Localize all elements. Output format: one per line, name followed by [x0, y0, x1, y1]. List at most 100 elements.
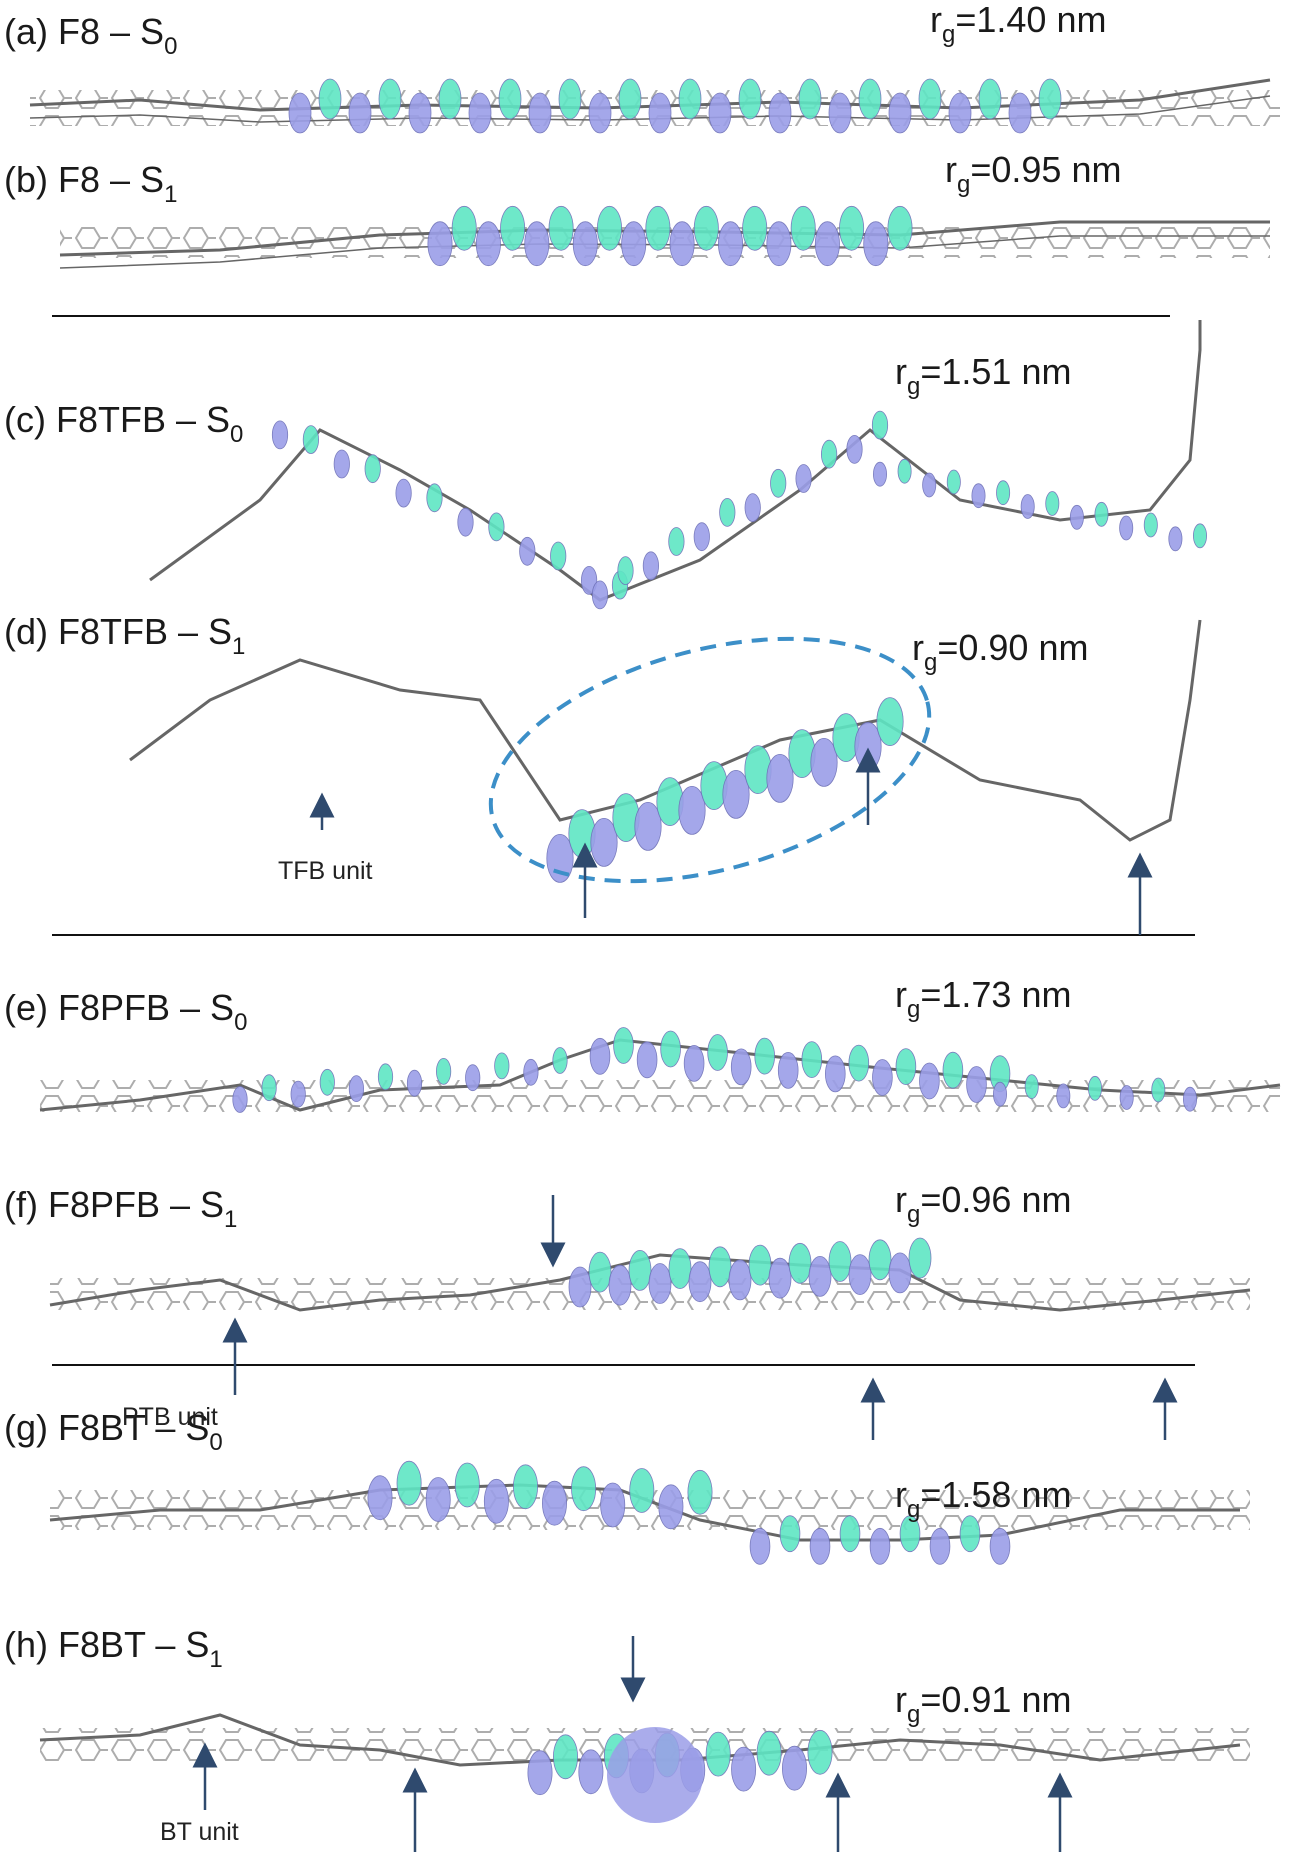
- panel-label-f: (f) F8PFB – S1: [4, 1184, 238, 1234]
- orbital-lobe: [475, 221, 501, 267]
- orbital-lobe: [798, 78, 822, 120]
- panel-label-a: (a) F8 – S0: [4, 11, 178, 61]
- unit-arrows: [192, 747, 1178, 1852]
- orbital-lobe: [290, 1080, 306, 1108]
- orbital-lobe: [722, 770, 750, 819]
- orbital-lobe: [408, 92, 432, 134]
- orbital-lobe: [693, 205, 719, 251]
- orbital-lobe: [629, 1468, 655, 1513]
- orbital-lobe: [814, 221, 840, 267]
- orbital-lobe: [705, 1731, 731, 1777]
- orbital-lobe: [777, 1052, 799, 1089]
- orbital-lobe: [552, 1047, 568, 1074]
- orbital-lobe: [498, 78, 522, 120]
- orbital-lobe: [660, 1030, 681, 1068]
- orbital-lobe: [1143, 512, 1158, 538]
- panel-label-g: (g) F8BT – S0: [4, 1407, 223, 1457]
- orbital-lobe: [868, 1239, 892, 1281]
- orbital-lobe: [568, 1266, 592, 1308]
- orbital-lobe: [719, 498, 736, 527]
- orbital-lobe: [782, 1745, 808, 1791]
- rg-h: rg=0.91 nm: [895, 1679, 1072, 1729]
- orbital-lobe: [1069, 504, 1084, 530]
- orbital-lobe: [897, 458, 912, 484]
- panel-label-e: (e) F8PFB – S0: [4, 987, 248, 1037]
- orbital-lobe: [918, 78, 942, 120]
- orbital-lobe: [580, 566, 598, 595]
- orbital-lobe: [571, 1466, 597, 1512]
- rg-c: rg=1.51 nm: [895, 351, 1072, 401]
- orbital-lobe: [790, 205, 816, 251]
- orbital-lobe: [465, 1064, 481, 1092]
- orbital-lobe: [946, 469, 961, 495]
- orbital-lobe: [908, 1237, 932, 1279]
- orbital-lobe: [687, 1469, 713, 1515]
- localization-ellipse: [488, 636, 932, 884]
- orbital-lobe: [457, 507, 474, 537]
- backbone-c: [149, 320, 1202, 602]
- orbital-lobe: [377, 1063, 394, 1091]
- orbital-lobe: [971, 483, 986, 509]
- orbital-lobe: [888, 1252, 912, 1294]
- orbital-lobe: [1045, 491, 1060, 516]
- orbital-lobe: [578, 1749, 604, 1795]
- orbital-lobe: [738, 78, 762, 120]
- orbital-lobe: [483, 1478, 509, 1524]
- orbital-lobe: [438, 78, 462, 120]
- orbital-lobe: [451, 205, 477, 251]
- orbital-lobe: [871, 410, 889, 440]
- orbital-lobe: [318, 78, 342, 120]
- orbital-lobe: [600, 1482, 626, 1528]
- orbital-lobe: [523, 1058, 539, 1086]
- orbital-lobe: [996, 480, 1011, 506]
- orbital-lobe: [642, 551, 660, 581]
- orbital-lobe: [550, 541, 567, 571]
- orbital-lobe: [427, 221, 453, 267]
- orbital-lobe: [617, 556, 634, 585]
- note-bt-unit: BT unit: [160, 1818, 239, 1846]
- rg-d: rg=0.90 nm: [912, 627, 1089, 677]
- orbital-lobe: [683, 1045, 705, 1082]
- orbital-lobe: [858, 78, 882, 120]
- orbital-lobe: [425, 1477, 451, 1522]
- orbital-lobe: [1119, 1085, 1134, 1110]
- orbital-lobe: [742, 205, 768, 251]
- orbital-lobe: [648, 92, 672, 134]
- orbital-lobe: [959, 1515, 981, 1553]
- orbital-lobe: [828, 92, 852, 134]
- orbital-lobe: [707, 1034, 728, 1071]
- note-ptb-unit: PTB unit: [122, 1403, 218, 1431]
- orbital-lobe: [768, 92, 792, 134]
- orbital-lobe: [548, 205, 574, 251]
- orbital-lobe: [435, 1058, 452, 1085]
- orbital-lobe: [528, 92, 552, 134]
- orbital-lobe: [1020, 494, 1035, 519]
- orbital-lobe: [527, 1750, 553, 1796]
- orbital-lobe: [608, 1264, 632, 1306]
- orbital-lobe: [839, 1515, 861, 1553]
- orbital-lobe: [795, 464, 812, 493]
- orbital-lobe: [618, 78, 642, 120]
- orbital-lobe: [591, 580, 609, 610]
- orbital-lobe: [1056, 1083, 1071, 1109]
- orbital-lobe: [895, 1048, 917, 1085]
- panel-label-b: (b) F8 – S1: [4, 159, 178, 209]
- orbital-lobe: [553, 1734, 579, 1780]
- orbital-lobe: [730, 1048, 752, 1086]
- rg-b: rg=0.95 nm: [945, 149, 1122, 199]
- orbital-lobe: [558, 78, 582, 120]
- orbital-lobe: [872, 1059, 893, 1096]
- orbital-lobe: [348, 1075, 364, 1102]
- orbital-lobe: [628, 1250, 652, 1291]
- orbital-lobe: [828, 1241, 852, 1282]
- orbital-lobe: [888, 92, 912, 134]
- orbital-lobe: [809, 1527, 831, 1565]
- orbital-lobe: [731, 1746, 757, 1792]
- orbital-lobe: [748, 1244, 772, 1286]
- orbital-lobe: [333, 449, 350, 479]
- orbital-lobe: [288, 92, 312, 134]
- orbital-lobe: [978, 78, 1002, 120]
- orbital-lobe: [807, 1729, 833, 1775]
- orbital-lobe: [500, 205, 526, 251]
